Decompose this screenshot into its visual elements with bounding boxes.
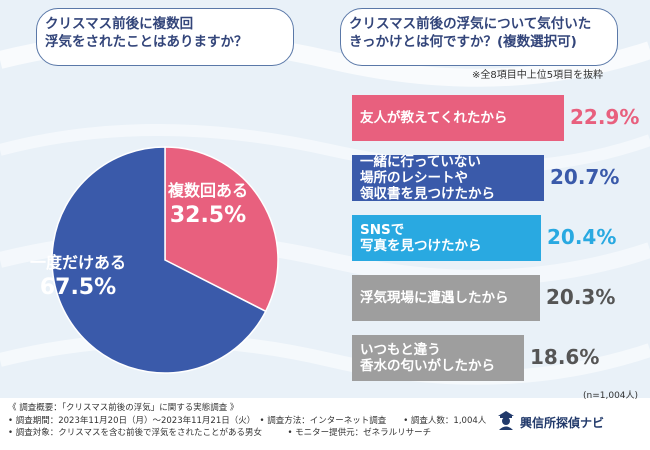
pie-category-label: 複数回ある xyxy=(167,181,248,200)
detective-icon xyxy=(498,411,514,430)
footer-line: 《 調査概要：「クリスマス前後の浮気」に関する実態調査 》 xyxy=(8,403,239,413)
footer-line: • 調査期間：2023年11月20日（月）〜2023年11月21日（火） • 調… xyxy=(8,415,487,426)
bar-value-label: 20.7% xyxy=(550,165,620,189)
left-question-title: クリスマス前後に複数回 浮気をされたことはありますか？ xyxy=(36,8,294,66)
bar-category-label: 友人が教えてくれたから xyxy=(360,110,508,126)
bar-category-label: SNSで 写真を見つけたから xyxy=(360,222,482,254)
bar-value-label: 20.4% xyxy=(547,225,617,249)
bar-category-label: 一緒に行っていない 場所のレシートや 領収書を見つけたから xyxy=(360,154,495,202)
right-question-line-1: クリスマス前後の浮気について気付いた xyxy=(349,16,592,32)
pie-category-label: 一度だけある xyxy=(30,253,126,272)
bar-value-label: 18.6% xyxy=(530,345,600,369)
left-question-line-1: クリスマス前後に複数回 xyxy=(45,16,194,32)
bar: 友人が教えてくれたから xyxy=(352,95,564,141)
bar-category-label: いつもと違う 香水の匂いがしたから xyxy=(360,342,495,374)
pie-slice xyxy=(164,146,279,313)
survey-footer: 《 調査概要：「クリスマス前後の浮気」に関する実態調査 》 • 調査期間：202… xyxy=(8,402,486,440)
bar: いつもと違う 香水の匂いがしたから xyxy=(352,335,524,381)
pie-value-label: 67.5% xyxy=(40,275,116,300)
right-question-title: クリスマス前後の浮気について気付いた きっかけとは何ですか？(複数選択可) xyxy=(340,8,618,66)
sample-size-note: (n=1,004人) xyxy=(583,391,639,401)
right-question-line-2: きっかけとは何ですか？(複数選択可) xyxy=(349,34,577,50)
pie-slice xyxy=(51,146,267,374)
bar-value-label: 22.9% xyxy=(570,105,640,129)
footer-line: • 調査対象：クリスマスを含む前後で浮気をされたことがある男女 • モニター提供… xyxy=(8,428,432,438)
pie-value-label: 32.5% xyxy=(170,203,246,228)
brand-name: 興信所探偵ナビ xyxy=(520,416,605,430)
bar: SNSで 写真を見つけたから xyxy=(352,215,541,261)
bar-category-label: 浮気現場に遭遇したから xyxy=(360,290,509,306)
left-question-line-2: 浮気をされたことはありますか？ xyxy=(45,34,248,50)
bar: 一緒に行っていない 場所のレシートや 領収書を見つけたから xyxy=(352,154,544,202)
excerpt-note: ※全8項目中上位5項目を抜粋 xyxy=(472,70,604,81)
bar-value-label: 20.3% xyxy=(546,285,616,309)
bar: 浮気現場に遭遇したから xyxy=(352,275,540,321)
